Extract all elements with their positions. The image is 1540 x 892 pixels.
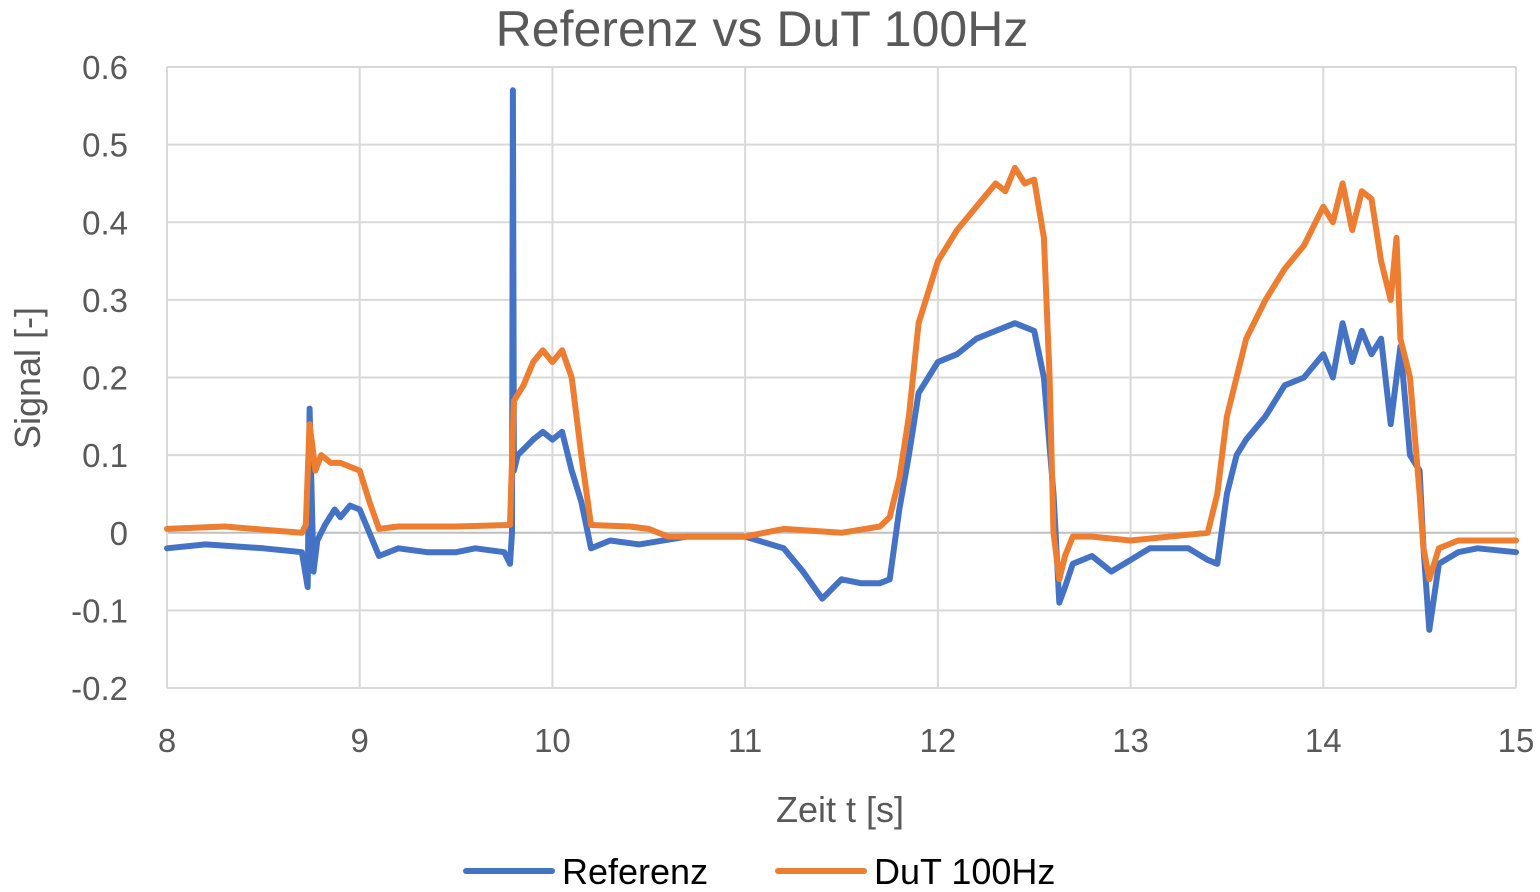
x-axis-label: Zeit t [s] bbox=[776, 789, 904, 830]
legend-label-dut: DuT 100Hz bbox=[874, 851, 1055, 892]
y-tick-label: -0.1 bbox=[71, 592, 128, 629]
x-tick-label: 15 bbox=[1498, 722, 1535, 759]
y-tick-label: 0 bbox=[110, 515, 128, 552]
legend-label-referenz: Referenz bbox=[562, 851, 708, 892]
x-tick-label: 8 bbox=[158, 722, 176, 759]
legend: Referenz DuT 100Hz bbox=[463, 851, 1055, 892]
x-tick-label: 12 bbox=[919, 722, 956, 759]
y-axis-ticks: 0.6 0.5 0.4 0.3 0.2 0.1 0 -0.1 -0.2 bbox=[71, 49, 128, 707]
grid bbox=[166, 66, 1517, 689]
series-line-dut bbox=[164, 164, 1519, 583]
y-tick-label: 0.3 bbox=[82, 282, 128, 319]
x-tick-label: 11 bbox=[728, 722, 762, 759]
x-tick-label: 14 bbox=[1305, 722, 1342, 759]
series-line-referenz bbox=[164, 87, 1519, 633]
y-tick-label: 0.1 bbox=[82, 437, 128, 474]
series-lines bbox=[164, 87, 1519, 633]
x-tick-label: 9 bbox=[351, 722, 369, 759]
y-tick-label: 0.4 bbox=[82, 204, 128, 241]
y-tick-label: -0.2 bbox=[71, 670, 128, 707]
x-tick-label: 13 bbox=[1112, 722, 1149, 759]
x-tick-label: 10 bbox=[534, 722, 571, 759]
y-tick-label: 0.2 bbox=[82, 360, 128, 397]
y-tick-label: 0.5 bbox=[82, 127, 128, 164]
y-tick-label: 0.6 bbox=[82, 49, 128, 86]
y-axis-label: Signal [-] bbox=[7, 307, 48, 449]
x-axis-ticks: 8 9 10 11 12 13 14 15 bbox=[158, 722, 1535, 759]
chart-title: Referenz vs DuT 100Hz bbox=[496, 1, 1029, 57]
